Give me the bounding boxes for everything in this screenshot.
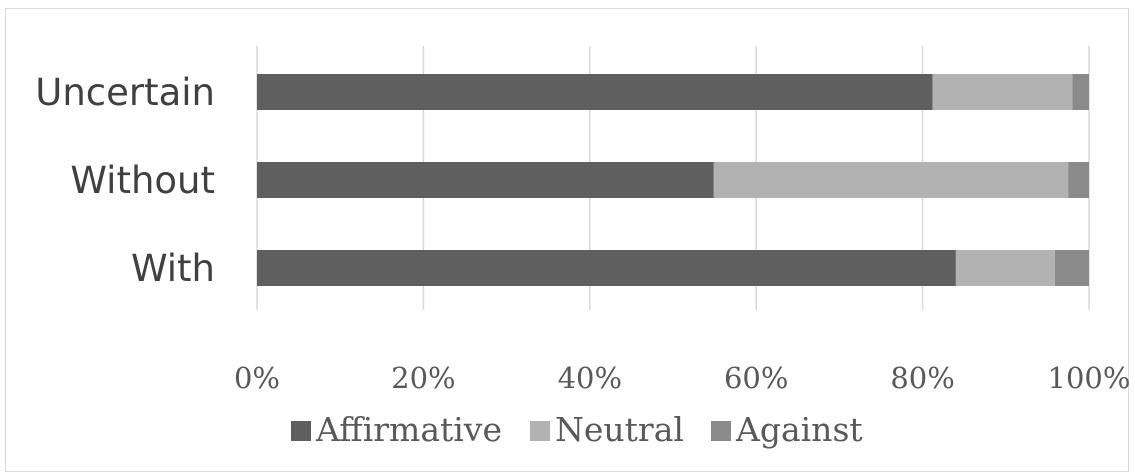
bar-neutral-uncertain <box>932 74 1073 110</box>
category-label: Uncertain <box>35 71 215 114</box>
bar-against-with <box>1054 250 1089 286</box>
legend-swatch-against <box>711 421 731 441</box>
bar-affirmative-with <box>257 250 956 286</box>
bar-neutral-with <box>955 250 1055 286</box>
bar-affirmative-without <box>257 162 714 198</box>
legend-label-neutral: Neutral <box>555 410 684 449</box>
x-tick-label: 100% <box>1048 361 1131 395</box>
category-labels: Uncertain Without With <box>35 71 215 290</box>
bar-against-uncertain <box>1072 74 1089 110</box>
bar-neutral-without <box>713 162 1069 198</box>
legend: Affirmative Neutral Against <box>291 410 863 449</box>
x-tick-label: 0% <box>234 361 280 395</box>
x-tick-label: 60% <box>724 361 788 395</box>
legend-swatch-affirmative <box>291 421 311 441</box>
bar-affirmative-uncertain <box>257 74 933 110</box>
x-tick-label: 20% <box>391 361 455 395</box>
x-tick-label: 80% <box>890 361 954 395</box>
category-label: With <box>131 247 215 290</box>
legend-label-against: Against <box>735 410 863 449</box>
bar-against-without <box>1068 162 1089 198</box>
legend-swatch-neutral <box>530 421 550 441</box>
x-tick-label: 40% <box>558 361 622 395</box>
bars <box>257 74 1089 286</box>
category-label: Without <box>70 159 215 202</box>
legend-label-affirmative: Affirmative <box>315 410 502 449</box>
tick-labels: 0% 20% 40% 60% 80% 100% <box>234 361 1130 395</box>
